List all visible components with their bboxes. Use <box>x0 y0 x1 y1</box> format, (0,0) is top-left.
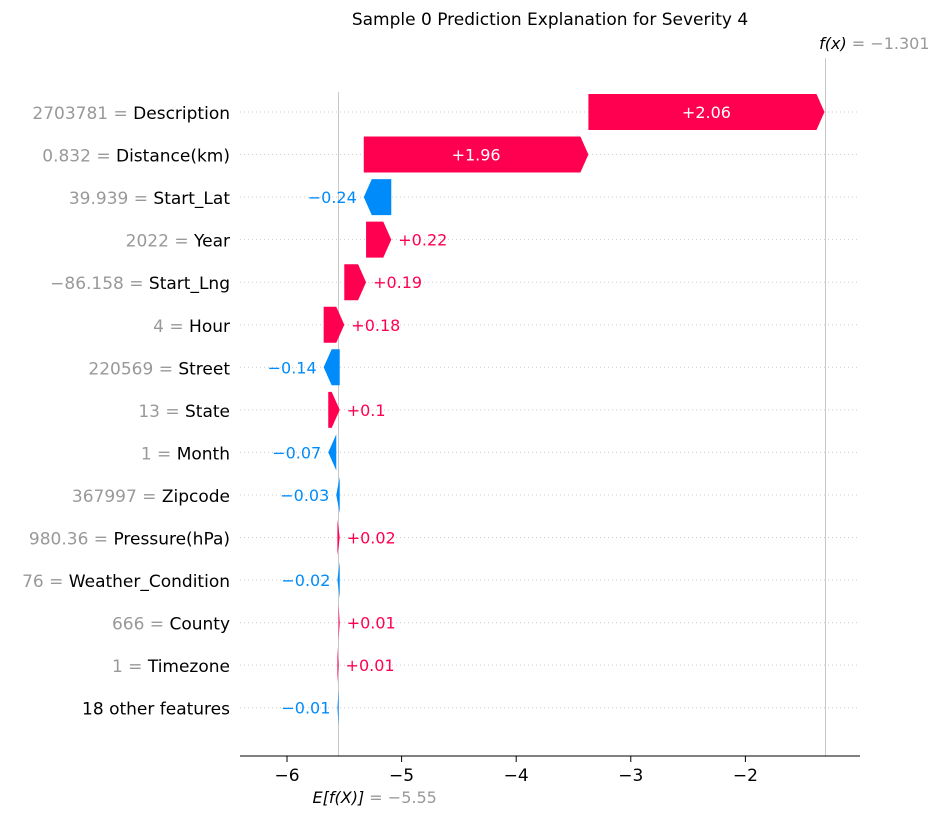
feature-name: Month <box>177 444 230 464</box>
x-tick-label: −4 <box>504 766 529 786</box>
feature-label: 0.832 = Distance(km) <box>42 147 230 167</box>
feature-value: 13 = <box>138 402 185 422</box>
grid-lines <box>240 111 860 709</box>
bar-value-label: −0.14 <box>268 358 317 377</box>
feature-name: Weather_Condition <box>69 572 230 592</box>
bar-18-other-features <box>337 689 339 726</box>
feature-label: 980.36 = Pressure(hPa) <box>29 530 230 550</box>
bar-state <box>328 391 340 428</box>
bar-description <box>588 94 825 130</box>
bar-value-label: −0.24 <box>308 188 357 207</box>
bar-value-label: −0.02 <box>281 571 330 590</box>
bar-value-label: +0.01 <box>347 614 396 633</box>
bars: +2.06 +1.96 −0.24 +0.22 +0.19 +0.18 −0.14 +0.1 −… <box>268 94 825 726</box>
bar-value-label: +1.96 <box>452 146 501 165</box>
bar-zipcode <box>336 476 340 513</box>
feature-name: Year <box>193 232 230 252</box>
x-tick-label: −2 <box>733 766 758 786</box>
bar-hour <box>323 306 345 343</box>
bar-street <box>323 349 340 386</box>
feature-value: −86.158 = <box>50 274 149 294</box>
fx-label-name: f(x) <box>819 34 847 53</box>
feature-label: −86.158 = Start_Lng <box>50 274 230 294</box>
x-axis: −6 −5 −4 −3 −2 <box>240 755 860 786</box>
feature-label: 666 = County <box>112 615 230 635</box>
bar-value-label: −0.07 <box>272 443 321 462</box>
base-label-name: E[f(X)] <box>313 788 365 807</box>
feature-label: 2703781 = Description <box>32 104 230 124</box>
bar-value-label: −0.03 <box>280 486 329 505</box>
feature-value: 1 = <box>112 657 148 677</box>
feature-value: 2022 = <box>126 232 194 252</box>
bar-timezone <box>337 647 339 684</box>
reference-lines <box>338 58 826 756</box>
feature-name: Timezone <box>147 657 230 677</box>
bar-weather-condition <box>337 562 340 599</box>
bar-value-label: +0.22 <box>398 231 447 250</box>
feature-label: 2022 = Year <box>126 232 230 252</box>
feature-name: Zipcode <box>162 487 230 507</box>
bar-value-label: +0.02 <box>347 529 396 548</box>
feature-name: 18 other features <box>82 700 230 720</box>
bar-start-lat <box>363 179 392 216</box>
bar-month <box>328 434 337 471</box>
feature-value: 76 = <box>22 572 69 592</box>
bar-county <box>338 604 340 641</box>
feature-name: Street <box>178 359 230 379</box>
feature-value: 39.939 = <box>69 189 154 209</box>
feature-name: Distance(km) <box>116 147 230 167</box>
feature-name: Description <box>133 104 230 124</box>
feature-label: 39.939 = Start_Lat <box>69 189 230 209</box>
bar-value-label: +0.01 <box>346 656 395 675</box>
feature-value: 4 = <box>153 317 189 337</box>
base-label-value: = −5.55 <box>364 788 437 807</box>
feature-label: 367997 = Zipcode <box>72 487 230 507</box>
feature-name: Pressure(hPa) <box>113 530 230 550</box>
chart-title: Sample 0 Prediction Explanation for Seve… <box>352 10 748 30</box>
feature-name: State <box>185 402 230 422</box>
fx-label-value: = −1.301 <box>847 34 930 53</box>
feature-label: 76 = Weather_Condition <box>22 572 230 592</box>
feature-value: 220569 = <box>88 359 178 379</box>
feature-name: County <box>169 615 230 635</box>
annotations: f(x) = −1.301 E[f(X)] = −5.55 <box>313 34 930 807</box>
feature-name: Hour <box>189 317 230 337</box>
feature-label: 1 = Month <box>141 444 230 464</box>
bar-value-label: +0.19 <box>373 273 422 292</box>
feature-value: 666 = <box>112 615 170 635</box>
bar-value-label: −0.01 <box>281 699 330 718</box>
bar-value-label: +2.06 <box>682 103 731 122</box>
feature-label: 13 = State <box>138 402 230 422</box>
feature-value: 980.36 = <box>29 530 114 550</box>
feature-label: 18 other features <box>82 700 230 720</box>
bar-pressure-hpa- <box>337 519 340 556</box>
feature-name: Start_Lng <box>149 274 230 294</box>
x-tick-label: −3 <box>618 766 643 786</box>
feature-name: Start_Lat <box>153 189 230 209</box>
feature-value: 367997 = <box>72 487 162 507</box>
bar-distance-km- <box>363 136 589 173</box>
feature-label: 1 = Timezone <box>112 657 230 677</box>
bar-value-label: +0.1 <box>347 401 386 420</box>
x-tick-label: −6 <box>274 766 299 786</box>
fx-annotation: f(x) = −1.301 <box>819 34 929 53</box>
bar-value-label: +0.18 <box>351 316 400 335</box>
feature-value: 2703781 = <box>32 104 133 124</box>
feature-label: 4 = Hour <box>153 317 230 337</box>
feature-label: 220569 = Street <box>88 359 230 379</box>
base-value-annotation: E[f(X)] = −5.55 <box>313 788 437 807</box>
bar-start-lng <box>344 264 367 301</box>
feature-value: 1 = <box>141 444 177 464</box>
feature-labels: 2703781 = Description 0.832 = Distance(km… <box>22 104 230 720</box>
x-tick-label: −5 <box>389 766 414 786</box>
feature-value: 0.832 = <box>42 147 116 167</box>
bar-year <box>366 221 392 258</box>
